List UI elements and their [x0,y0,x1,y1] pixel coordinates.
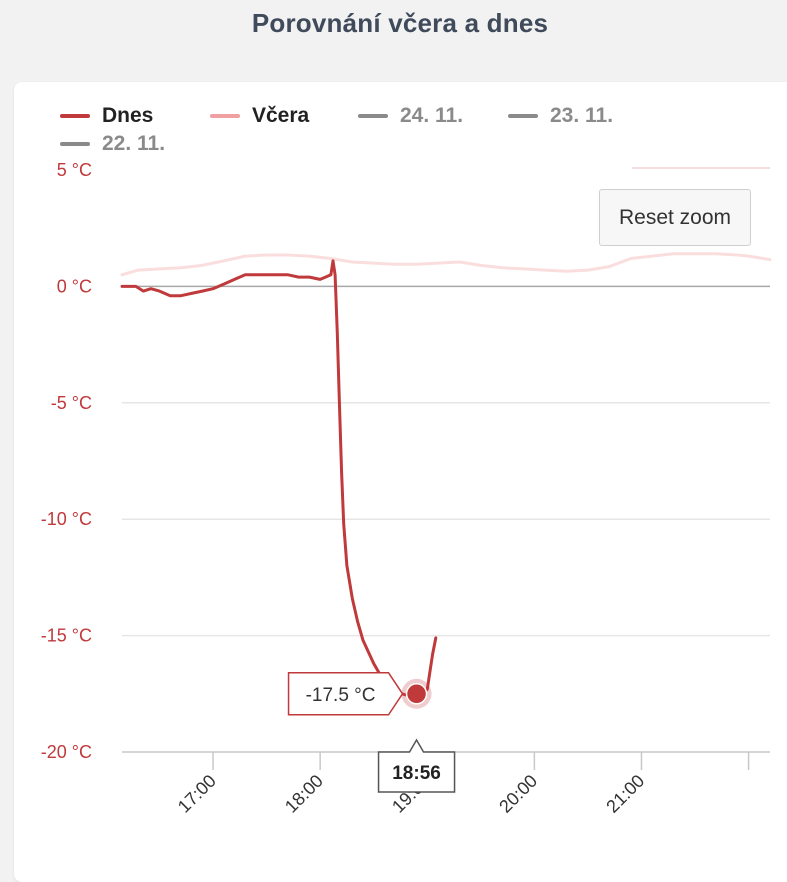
legend-swatch-dnes [60,114,90,118]
x-tick-label: 20:00 [495,771,541,817]
legend-item-24-11[interactable]: 24. 11. [358,104,463,128]
legend-swatch-vcera [210,114,240,118]
y-tick-label: -5 °C [51,393,92,413]
y-tick-label: -15 °C [41,626,92,646]
y-tick-label: -20 °C [41,742,92,762]
legend-label: Včera [252,104,310,127]
series-line-yesterday[interactable] [120,252,772,277]
reset-zoom-button[interactable]: Reset zoom [599,189,751,246]
legend-swatch-23-11 [508,114,538,118]
legend-label: Dnes [102,104,154,127]
x-tick-label: 17:00 [174,771,220,817]
y-tick-label: 5 °C [57,160,92,180]
series-line-today[interactable] [120,259,438,697]
legend-item-23-11[interactable]: 23. 11. [508,104,613,128]
legend-label: 24. 11. [400,104,464,127]
time-tooltip-text: 18:56 [392,763,441,784]
time-tooltip [377,738,456,793]
legend-item-dnes[interactable]: Dnes [60,104,153,128]
legend-label: 23. 11. [550,104,614,127]
legend-item-vcera[interactable]: Včera [210,104,309,128]
page-title: Porovnání včera a dnes [251,8,549,38]
value-tooltip-text: -17.5 °C [306,685,376,706]
legend-item-22-11[interactable]: 22. 11. [60,132,165,156]
x-tick-label: 21:00 [602,771,648,817]
legend-swatch-22-11 [60,142,90,146]
value-tooltip [287,672,404,716]
y-tick-label: 0 °C [57,276,92,296]
chart-plot: 5 °C 0 °C -5 °C -10 °C -15 °C -20 °C 17:00 18:0… [41,160,772,817]
x-tick-label: 18:00 [281,771,327,817]
legend-swatch-24-11 [358,114,388,118]
y-tick-label: -10 °C [41,509,92,529]
legend-label: 22. 11. [102,132,166,155]
hover-point[interactable] [405,683,428,705]
